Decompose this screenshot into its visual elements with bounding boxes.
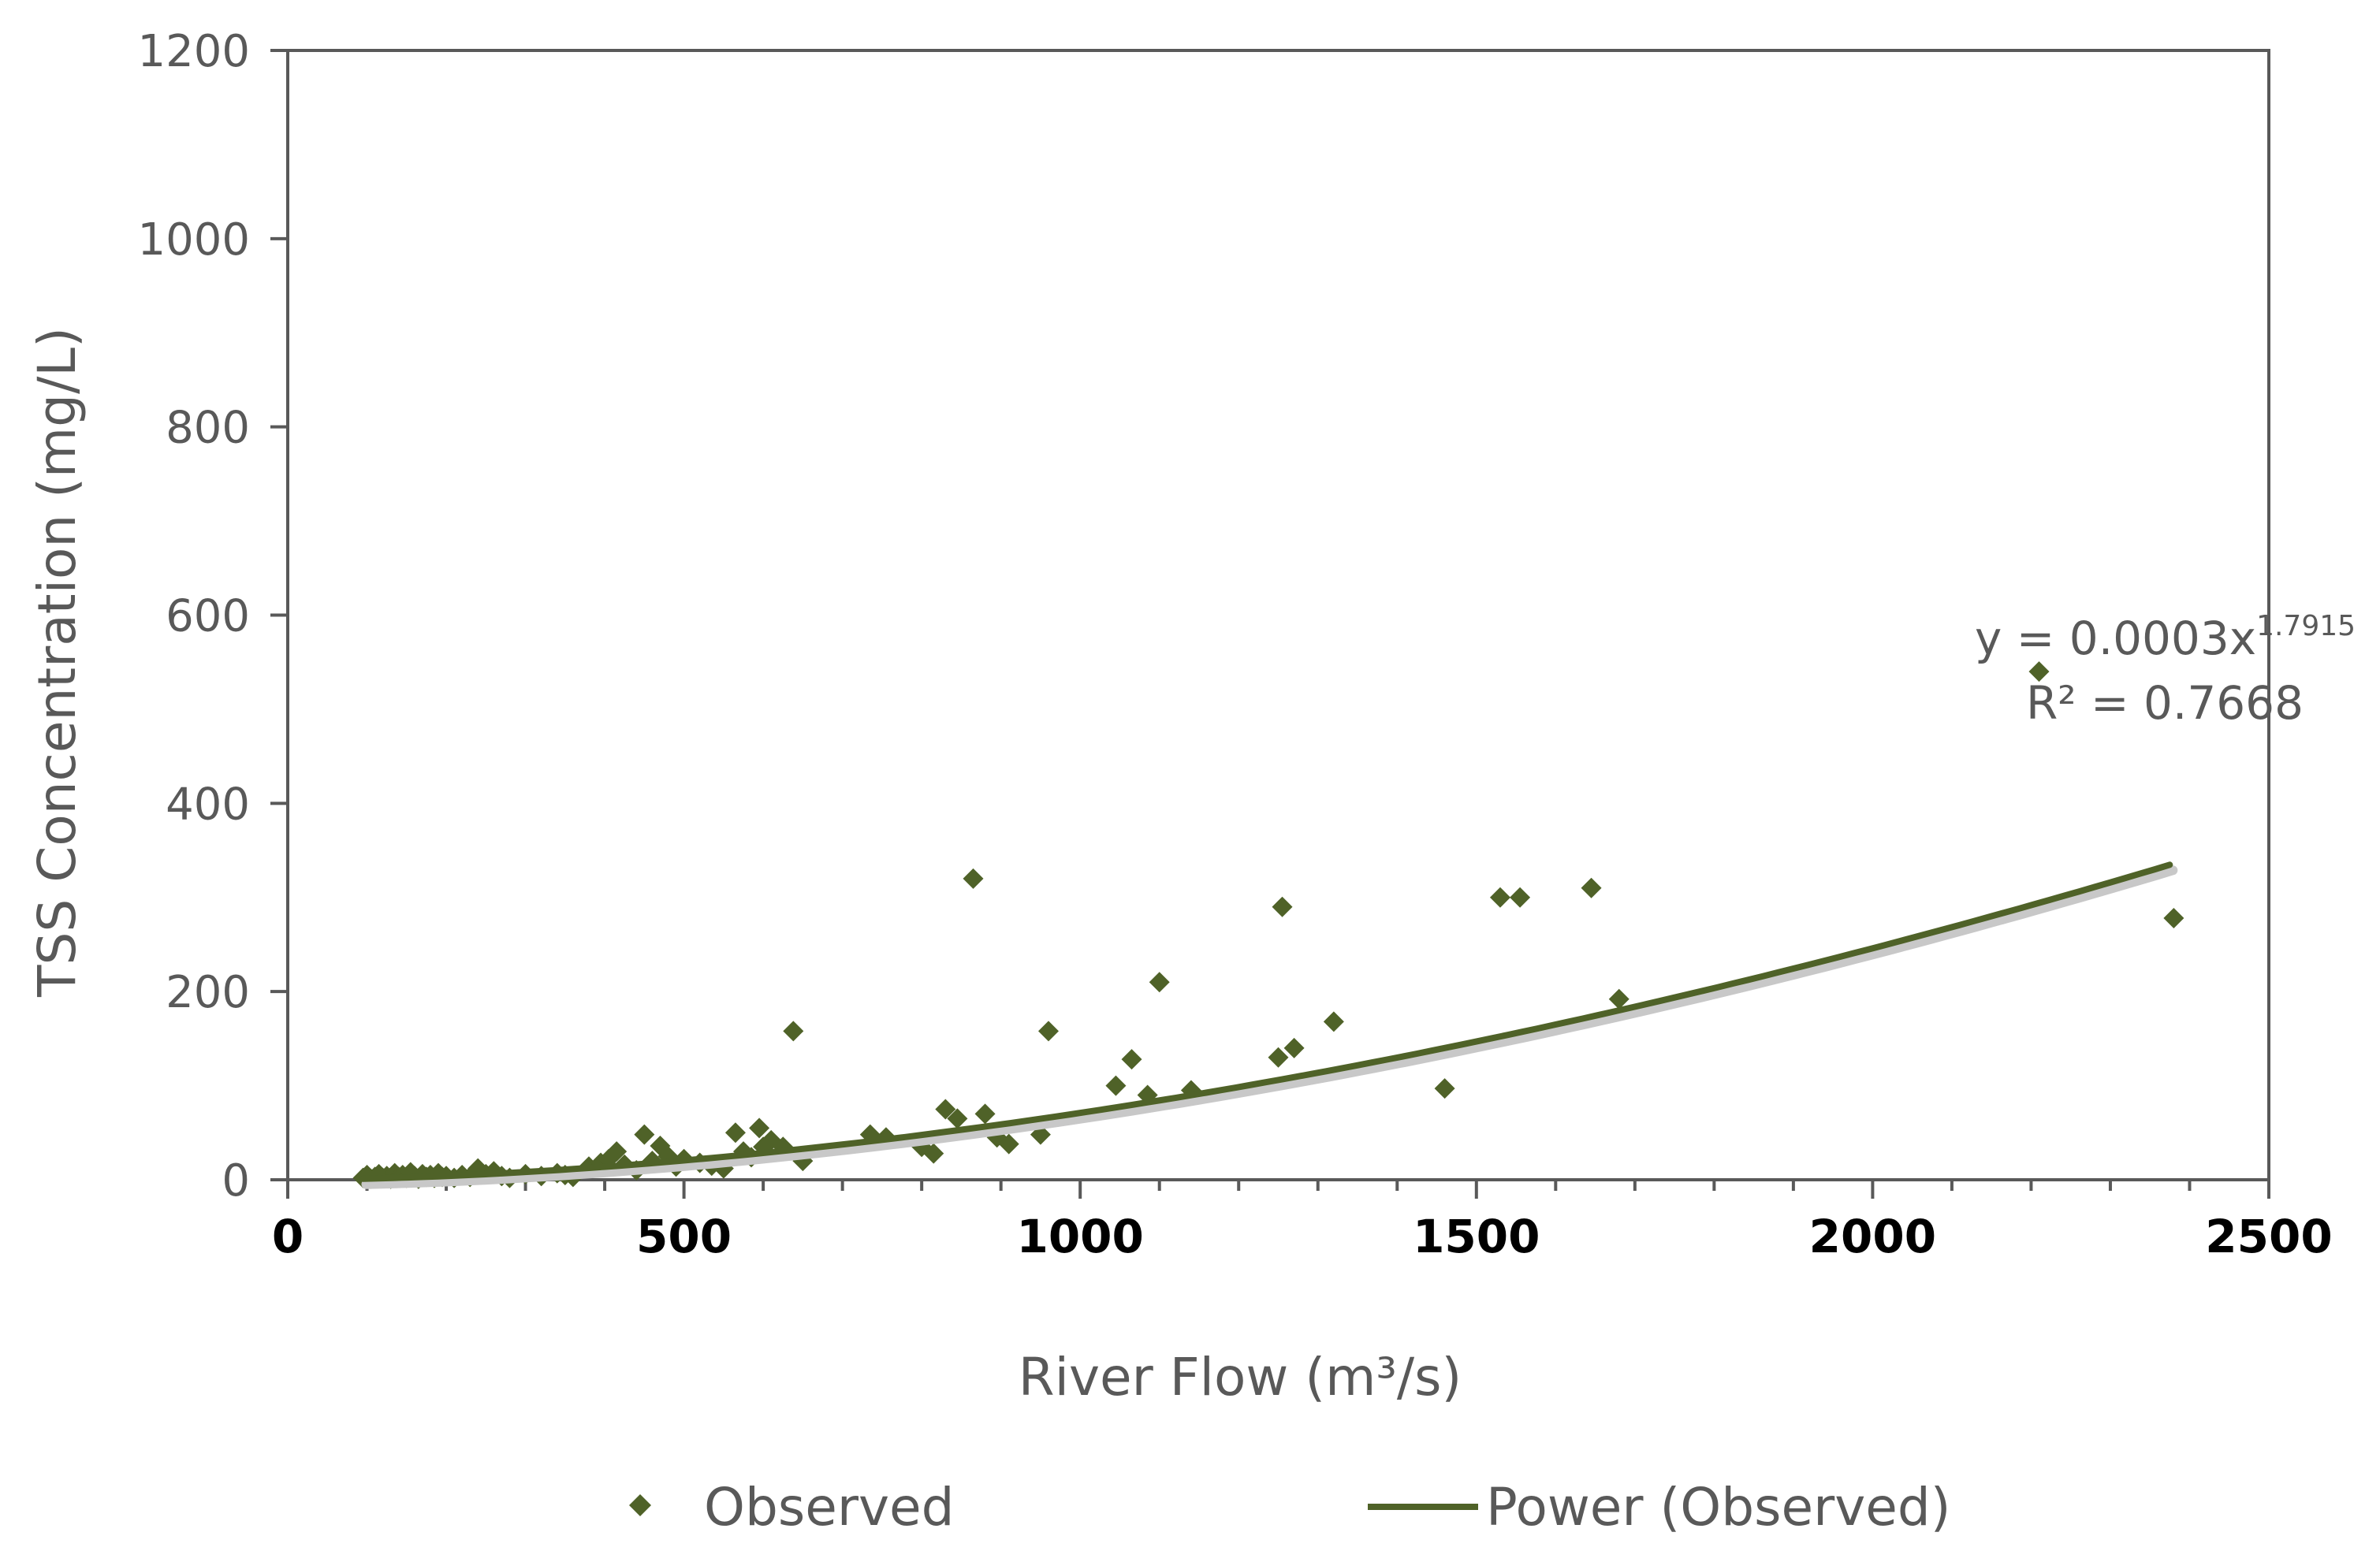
data-point — [1121, 1049, 1142, 1070]
data-point — [1283, 1037, 1305, 1058]
data-point — [1105, 1075, 1127, 1096]
y-tick-label: 1000 — [137, 214, 250, 266]
y-tick-label: 0 — [222, 1155, 250, 1207]
trendline-equation: y = 0.0003x1.7915 — [1975, 610, 2356, 665]
legend-observed-marker — [629, 1494, 651, 1516]
equation-main: y = 0.0003x — [1975, 612, 2256, 665]
y-tick-label: 600 — [166, 591, 250, 642]
data-point — [935, 1099, 956, 1120]
data-point — [963, 868, 984, 889]
data-point — [974, 1103, 996, 1125]
data-point — [1272, 896, 1293, 917]
y-tick-label: 1200 — [137, 26, 250, 77]
r-squared-label: R² = 0.7668 — [2026, 676, 2304, 730]
power-trendline — [359, 861, 2178, 1189]
data-point — [1037, 1021, 1059, 1042]
data-point — [1268, 1047, 1289, 1068]
x-axis-ticks: 0 500 1000 1500 2000 2500 — [272, 1180, 2333, 1263]
trendline-shadow — [361, 865, 2178, 1189]
y-tick-label: 800 — [166, 403, 250, 454]
data-point — [2163, 908, 2184, 929]
x-tick-label: 2500 — [2205, 1210, 2332, 1263]
trendline-curve — [359, 861, 2173, 1182]
observed-points — [352, 661, 2184, 1189]
data-point — [998, 1133, 1019, 1155]
legend-power-label: Power (Observed) — [1486, 1477, 1951, 1538]
data-point — [2028, 661, 2050, 682]
data-point — [634, 1124, 655, 1145]
y-axis-ticks: 0 200 400 600 800 1000 1200 — [137, 26, 288, 1207]
data-point — [606, 1141, 628, 1162]
equation-exponent: 1.7915 — [2256, 610, 2356, 642]
data-point — [923, 1143, 944, 1164]
legend: Observed Power (Observed) — [629, 1477, 1951, 1538]
data-point — [1581, 877, 1602, 898]
x-tick-label: 1500 — [1413, 1210, 1540, 1263]
data-point — [947, 1108, 968, 1129]
data-point — [1608, 988, 1629, 1010]
x-tick-label: 2000 — [1809, 1210, 1936, 1263]
legend-observed-label: Observed — [704, 1477, 955, 1538]
data-point — [1149, 972, 1170, 993]
x-tick-label: 500 — [636, 1210, 732, 1263]
y-axis-title: TSS Concentration (mg/L) — [27, 327, 88, 998]
data-point — [783, 1021, 804, 1042]
x-tick-label: 0 — [272, 1210, 304, 1263]
x-tick-label: 1000 — [1016, 1210, 1143, 1263]
data-point — [749, 1118, 770, 1139]
data-point — [724, 1122, 746, 1144]
y-tick-label: 200 — [166, 967, 250, 1018]
x-axis-title: River Flow (m³/s) — [1019, 1347, 1462, 1408]
y-tick-label: 400 — [166, 779, 250, 830]
plot-area — [286, 49, 2270, 1181]
data-point — [1510, 887, 1531, 908]
data-point — [1489, 887, 1510, 908]
data-point — [1434, 1078, 1455, 1099]
data-point — [1323, 1011, 1344, 1032]
